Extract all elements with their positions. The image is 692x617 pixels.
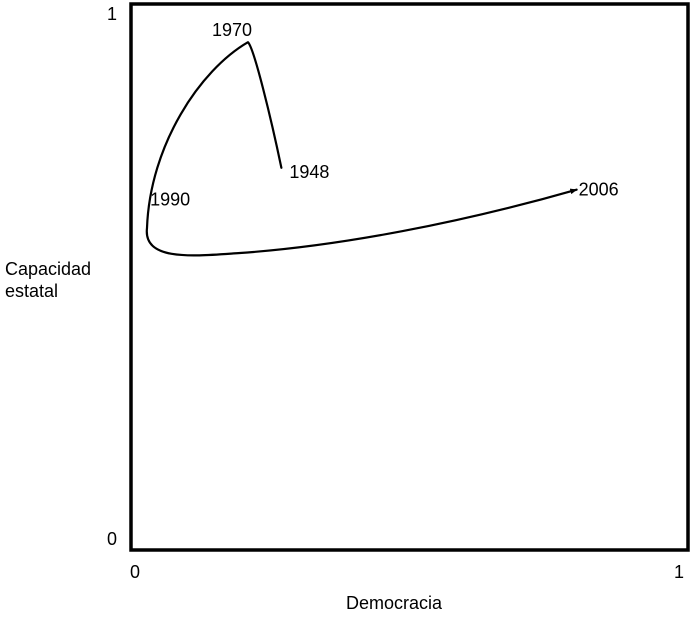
trajectory-line [145, 41, 578, 257]
plot-frame [129, 2, 690, 552]
annotation-2006: 2006 [579, 180, 619, 200]
y-axis-label-line-1: Capacidad [5, 259, 91, 279]
x-tick-label-right: 1 [674, 562, 684, 582]
y-axis-label-line-2: estatal [5, 281, 58, 301]
y-tick-label-top: 1 [107, 4, 117, 24]
x-axis-label: Democracia [346, 593, 443, 613]
annotation-1970: 1970 [212, 20, 252, 40]
x-tick-label-left: 0 [130, 562, 140, 582]
y-tick-label-bottom: 0 [107, 529, 117, 549]
annotation-1990: 1990 [150, 189, 190, 209]
annotation-1948: 1948 [289, 162, 329, 182]
